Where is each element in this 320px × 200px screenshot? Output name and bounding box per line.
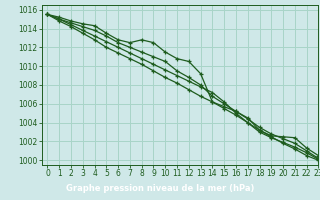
Text: Graphe pression niveau de la mer (hPa): Graphe pression niveau de la mer (hPa): [66, 184, 254, 193]
